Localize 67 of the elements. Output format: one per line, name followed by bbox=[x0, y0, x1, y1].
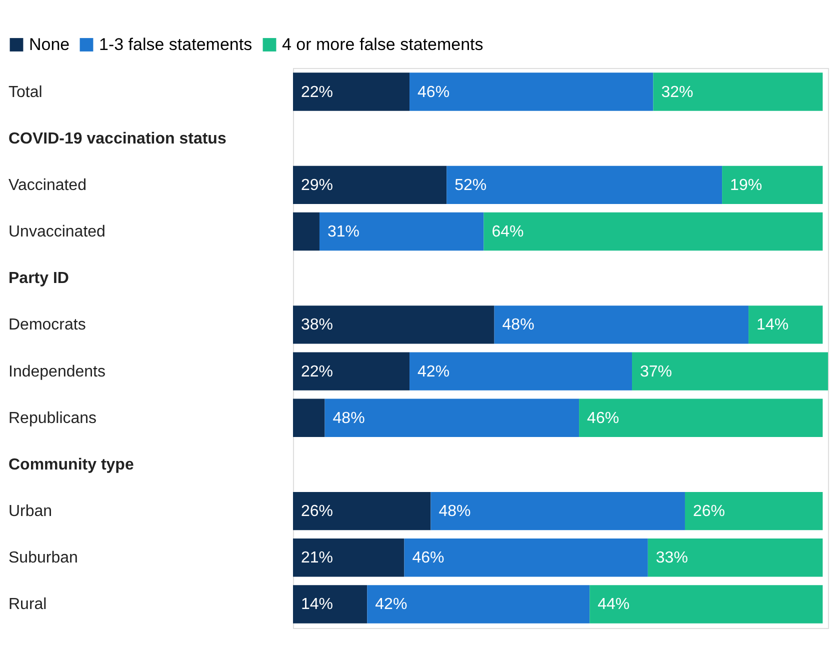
data-label: 44% bbox=[598, 596, 630, 614]
bar bbox=[494, 306, 749, 344]
data-label: 33% bbox=[656, 550, 688, 567]
bar bbox=[293, 212, 320, 251]
bar bbox=[430, 492, 685, 530]
data-label: 31% bbox=[327, 224, 360, 241]
y-tick-label: Suburban bbox=[8, 550, 78, 567]
data-label: 14% bbox=[756, 316, 789, 334]
data-label: 37% bbox=[640, 363, 672, 380]
bar bbox=[293, 585, 368, 624]
data-label: 46% bbox=[412, 550, 444, 567]
y-tick-label: Urban bbox=[8, 503, 52, 520]
data-label: 21% bbox=[301, 550, 334, 567]
y-tick-label: Community type bbox=[8, 456, 134, 474]
data-label: 26% bbox=[301, 503, 334, 520]
data-label: 42% bbox=[375, 596, 408, 614]
data-label: 48% bbox=[332, 410, 365, 427]
legend-label: 1-3 false statements bbox=[99, 34, 252, 54]
data-label: 42% bbox=[418, 363, 450, 380]
data-label: 22% bbox=[301, 84, 334, 101]
bar bbox=[446, 166, 722, 204]
bar bbox=[293, 306, 494, 344]
y-tick-label: Republicans bbox=[8, 410, 97, 427]
data-label: 22% bbox=[301, 363, 334, 380]
bar bbox=[319, 212, 484, 251]
data-label: 29% bbox=[301, 176, 334, 194]
bar bbox=[404, 538, 648, 577]
legend-label: None bbox=[29, 34, 70, 54]
legend-label: 4 or more false statements bbox=[282, 34, 484, 54]
y-tick-label: Party ID bbox=[8, 270, 69, 288]
bar bbox=[648, 538, 823, 577]
bar bbox=[410, 352, 632, 390]
y-tick-label: COVID-19 vaccination status bbox=[8, 130, 226, 148]
data-label: 38% bbox=[301, 316, 334, 334]
bar bbox=[293, 538, 404, 577]
bar bbox=[293, 352, 410, 390]
data-label: 48% bbox=[438, 503, 471, 520]
bar bbox=[748, 306, 823, 344]
bar bbox=[590, 585, 823, 624]
data-label: 52% bbox=[454, 176, 487, 194]
data-label: 46% bbox=[587, 410, 620, 427]
y-tick-label: Independents bbox=[8, 363, 106, 380]
bar bbox=[579, 398, 823, 437]
bar bbox=[484, 212, 823, 251]
data-label: 26% bbox=[692, 503, 726, 520]
bar bbox=[684, 492, 823, 530]
bar bbox=[293, 166, 447, 204]
bar bbox=[653, 72, 823, 111]
bar bbox=[632, 352, 828, 390]
bar bbox=[293, 398, 325, 437]
data-label: 64% bbox=[492, 224, 524, 241]
data-label: 19% bbox=[730, 176, 762, 194]
bar bbox=[410, 72, 654, 111]
bar bbox=[293, 72, 410, 111]
y-tick-label: Rural bbox=[8, 596, 47, 614]
y-tick-label: Total bbox=[8, 84, 42, 101]
data-label: 32% bbox=[661, 84, 694, 101]
y-tick-label: Democrats bbox=[8, 316, 86, 334]
bar bbox=[722, 166, 823, 204]
y-tick-label: Unvaccinated bbox=[8, 224, 106, 241]
y-tick-label: Vaccinated bbox=[8, 176, 86, 194]
bar bbox=[324, 398, 580, 437]
data-label: 46% bbox=[418, 84, 450, 101]
bar bbox=[367, 585, 590, 624]
bar bbox=[293, 492, 431, 530]
data-label: 14% bbox=[301, 596, 334, 614]
data-label: 48% bbox=[502, 316, 534, 334]
